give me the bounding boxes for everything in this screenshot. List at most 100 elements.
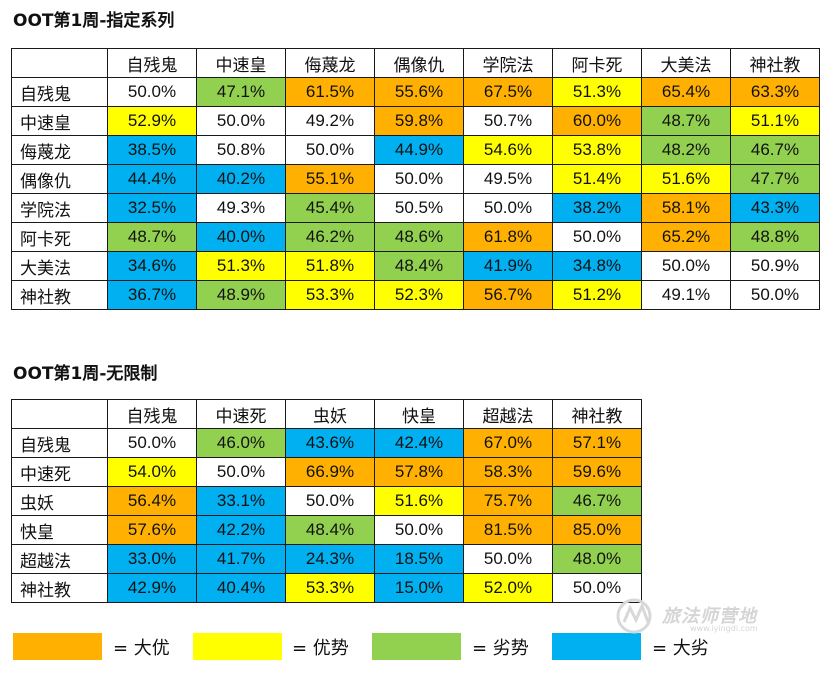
matchup-table-specified: 自残鬼 中速皇 侮蔑龙 偶像仇 学院法 阿卡死 大美法 神社教 自残鬼 50.0% 47.1% 61.…	[11, 48, 820, 310]
winrate-cell: 51.3%	[552, 77, 642, 107]
winrate-cell: 46.7%	[730, 135, 820, 165]
winrate-cell: 45.4%	[285, 193, 375, 223]
winrate-cell: 40.0%	[196, 222, 286, 252]
row-header: 神社教	[11, 573, 108, 603]
winrate-cell: 85.0%	[552, 515, 642, 545]
column-header: 阿卡死	[552, 48, 642, 78]
winrate-cell: 55.1%	[285, 164, 375, 194]
table-row: 自残鬼 50.0% 46.0% 43.6% 42.4% 67.0% 57.1%	[11, 428, 642, 458]
winrate-cell: 33.0%	[107, 544, 197, 574]
winrate-cell: 40.4%	[196, 573, 286, 603]
winrate-cell: 50.0%	[107, 428, 197, 458]
winrate-cell: 54.0%	[107, 457, 197, 487]
column-header: 自残鬼	[107, 48, 197, 78]
winrate-cell: 50.0%	[463, 544, 553, 574]
table-row: 快皇 57.6% 42.2% 48.4% 50.0% 81.5% 85.0%	[11, 515, 642, 545]
winrate-cell: 56.7%	[463, 280, 553, 310]
row-header: 自残鬼	[11, 428, 108, 458]
winrate-cell: 56.4%	[107, 486, 197, 516]
winrate-cell: 50.0%	[374, 164, 464, 194]
row-header: 侮蔑龙	[11, 135, 108, 165]
table-row: 超越法 33.0% 41.7% 24.3% 18.5% 50.0% 48.0%	[11, 544, 642, 574]
winrate-cell: 46.0%	[196, 428, 286, 458]
color-legend: = 大优 = 优势 = 劣势 = 大劣	[0, 628, 839, 668]
winrate-cell: 42.2%	[196, 515, 286, 545]
winrate-cell: 48.9%	[196, 280, 286, 310]
row-header: 快皇	[11, 515, 108, 545]
winrate-cell: 18.5%	[374, 544, 464, 574]
winrate-cell: 65.4%	[641, 77, 731, 107]
winrate-cell: 50.0%	[285, 486, 375, 516]
winrate-cell: 50.0%	[463, 193, 553, 223]
winrate-cell: 48.4%	[285, 515, 375, 545]
winrate-cell: 51.2%	[552, 280, 642, 310]
table-row: 神社教 36.7% 48.9% 53.3% 52.3% 56.7% 51.2% 49.1% 50…	[11, 280, 820, 310]
row-header: 阿卡死	[11, 222, 108, 252]
column-header: 侮蔑龙	[285, 48, 375, 78]
winrate-cell: 50.0%	[730, 280, 820, 310]
winrate-cell: 49.3%	[196, 193, 286, 223]
table-row: 学院法 32.5% 49.3% 45.4% 50.5% 50.0% 38.2% 58.1% 43…	[11, 193, 820, 223]
winrate-cell: 42.9%	[107, 573, 197, 603]
legend-swatch-advantage	[193, 633, 282, 660]
table-row: 中速皇 52.9% 50.0% 49.2% 59.8% 50.7% 60.0% 48.7% 51…	[11, 106, 820, 136]
header-row: 自残鬼 中速皇 侮蔑龙 偶像仇 学院法 阿卡死 大美法 神社教	[11, 48, 820, 78]
matchup-table-unlimited: 自残鬼 中速死 虫妖 快皇 超越法 神社教 自残鬼 50.0% 46.0% 43.6% 42.4% 6…	[11, 399, 642, 603]
table-row: 神社教 42.9% 40.4% 53.3% 15.0% 52.0% 50.0%	[11, 573, 642, 603]
winrate-cell: 50.0%	[107, 77, 197, 107]
table1-title: OOT第1周-指定系列	[13, 11, 175, 31]
winrate-cell: 67.5%	[463, 77, 553, 107]
winrate-cell: 34.8%	[552, 251, 642, 281]
winrate-cell: 47.1%	[196, 77, 286, 107]
winrate-cell: 43.3%	[730, 193, 820, 223]
winrate-cell: 53.3%	[285, 280, 375, 310]
winrate-cell: 50.0%	[196, 457, 286, 487]
winrate-cell: 58.1%	[641, 193, 731, 223]
winrate-cell: 48.2%	[641, 135, 731, 165]
watermark-url: www.iyingdi.com	[690, 624, 758, 633]
row-header: 偶像仇	[11, 164, 108, 194]
winrate-cell: 48.7%	[641, 106, 731, 136]
watermark: 旅法师营地 www.iyingdi.com	[612, 596, 812, 636]
column-header: 自残鬼	[107, 399, 197, 429]
winrate-cell: 51.8%	[285, 251, 375, 281]
winrate-cell: 46.7%	[552, 486, 642, 516]
winrate-cell: 51.3%	[196, 251, 286, 281]
winrate-cell: 50.9%	[730, 251, 820, 281]
winrate-cell: 48.0%	[552, 544, 642, 574]
corner-cell	[11, 399, 108, 429]
column-header: 神社教	[730, 48, 820, 78]
winrate-cell: 47.7%	[730, 164, 820, 194]
winrate-cell: 50.0%	[285, 135, 375, 165]
winrate-cell: 50.5%	[374, 193, 464, 223]
winrate-cell: 49.2%	[285, 106, 375, 136]
winrate-cell: 63.3%	[730, 77, 820, 107]
table-row: 偶像仇 44.4% 40.2% 55.1% 50.0% 49.5% 51.4% 51.6% 47…	[11, 164, 820, 194]
winrate-cell: 46.2%	[285, 222, 375, 252]
winrate-cell: 57.8%	[374, 457, 464, 487]
table-row: 自残鬼 50.0% 47.1% 61.5% 55.6% 67.5% 51.3% 65.4% 63…	[11, 77, 820, 107]
row-header: 超越法	[11, 544, 108, 574]
column-header: 中速死	[196, 399, 286, 429]
column-header: 大美法	[641, 48, 731, 78]
row-header: 神社教	[11, 280, 108, 310]
row-header: 虫妖	[11, 486, 108, 516]
row-header: 学院法	[11, 193, 108, 223]
winrate-cell: 60.0%	[552, 106, 642, 136]
winrate-cell: 50.8%	[196, 135, 286, 165]
legend-swatch-big-advantage	[13, 633, 102, 660]
winrate-cell: 51.4%	[552, 164, 642, 194]
winrate-cell: 50.7%	[463, 106, 553, 136]
table-row: 中速死 54.0% 50.0% 66.9% 57.8% 58.3% 59.6%	[11, 457, 642, 487]
column-header: 学院法	[463, 48, 553, 78]
winrate-cell: 53.8%	[552, 135, 642, 165]
corner-cell	[11, 48, 108, 78]
winrate-cell: 81.5%	[463, 515, 553, 545]
winrate-cell: 48.8%	[730, 222, 820, 252]
watermark-text: 旅法师营地	[662, 606, 757, 627]
winrate-cell: 61.8%	[463, 222, 553, 252]
legend-swatch-disadvantage	[372, 633, 461, 660]
header-row: 自残鬼 中速死 虫妖 快皇 超越法 神社教	[11, 399, 642, 429]
winrate-cell: 48.4%	[374, 251, 464, 281]
winrate-cell: 50.0%	[374, 515, 464, 545]
